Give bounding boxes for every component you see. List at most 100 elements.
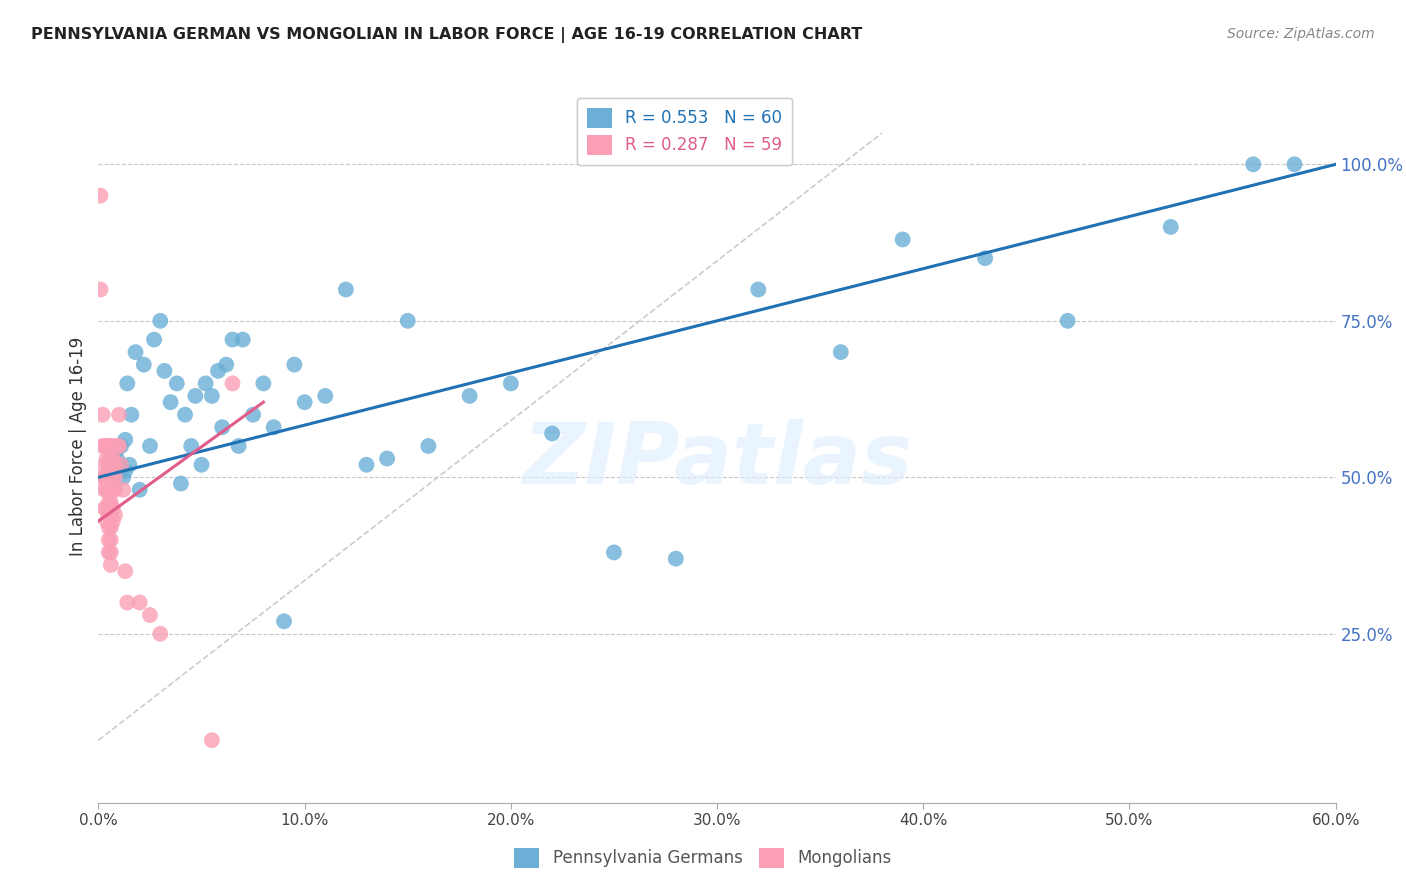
Y-axis label: In Labor Force | Age 16-19: In Labor Force | Age 16-19 [69,336,87,556]
Point [242,408,264,422]
Point [100,520,122,534]
Point [190,458,212,472]
Point [100,508,122,522]
Point [93,483,115,497]
Point [294,395,316,409]
Point [114,464,136,478]
Point [120,408,142,422]
Point [100,558,122,572]
Point [747,283,769,297]
Point [110,458,132,472]
Point [101,470,124,484]
Point [96,501,118,516]
Point [128,483,150,497]
Text: PENNSYLVANIA GERMAN VS MONGOLIAN IN LABOR FORCE | AGE 16-19 CORRELATION CHART: PENNSYLVANIA GERMAN VS MONGOLIAN IN LABO… [31,27,862,43]
Point [101,514,124,528]
Point [149,314,172,328]
Point [96,483,118,497]
Point [97,458,120,472]
Point [104,508,127,522]
Point [232,333,254,347]
Text: Source: ZipAtlas.com: Source: ZipAtlas.com [1227,27,1375,41]
Point [100,483,122,497]
Point [97,545,120,559]
Point [143,333,166,347]
Point [128,595,150,609]
Point [110,458,132,472]
Point [396,314,419,328]
Point [974,251,997,265]
Point [97,520,120,534]
Point [101,439,124,453]
Point [375,451,398,466]
Point [252,376,274,391]
Point [97,508,120,522]
Point [114,564,136,578]
Point [124,345,146,359]
Point [263,420,285,434]
Point [180,439,202,453]
Point [1056,314,1078,328]
Point [100,533,122,547]
Point [101,501,124,516]
Point [108,464,131,478]
Point [201,389,224,403]
Point [499,376,522,391]
Point [201,733,224,747]
Point [104,483,127,497]
Point [100,458,122,472]
Point [221,333,243,347]
Point [830,345,852,359]
Point [283,358,305,372]
Point [215,358,238,372]
Point [118,458,141,472]
Point [91,439,114,453]
Point [96,451,118,466]
Point [139,439,162,453]
Text: ZIPatlas: ZIPatlas [522,418,912,502]
Point [96,439,118,453]
Point [228,439,250,453]
Point [132,358,155,372]
Point [166,376,188,391]
Point [117,376,139,391]
Point [93,439,115,453]
Point [93,470,115,484]
Point [335,283,357,297]
Point [104,445,127,459]
Point [100,495,122,509]
Point [153,364,176,378]
Point [91,408,114,422]
Point [105,439,128,453]
Point [100,470,122,484]
Point [211,420,233,434]
Point [112,470,135,484]
Point [101,483,124,497]
Point [91,470,114,484]
Point [273,614,295,628]
Point [1284,157,1306,171]
Point [1241,157,1264,171]
Point [89,188,111,202]
Point [100,451,122,466]
Point [108,439,131,453]
Point [97,439,120,453]
Point [100,545,122,559]
Point [221,376,243,391]
Point [149,627,172,641]
Point [100,439,122,453]
Legend: Pennsylvania Germans, Mongolians: Pennsylvania Germans, Mongolians [508,841,898,875]
Point [101,458,124,472]
Point [458,389,481,403]
Point [117,595,139,609]
Point [1160,219,1182,234]
Point [603,545,626,559]
Point [114,433,136,447]
Point [110,439,132,453]
Point [104,458,127,472]
Point [97,458,120,472]
Point [184,389,207,403]
Point [93,501,115,516]
Point [207,364,229,378]
Point [105,451,128,466]
